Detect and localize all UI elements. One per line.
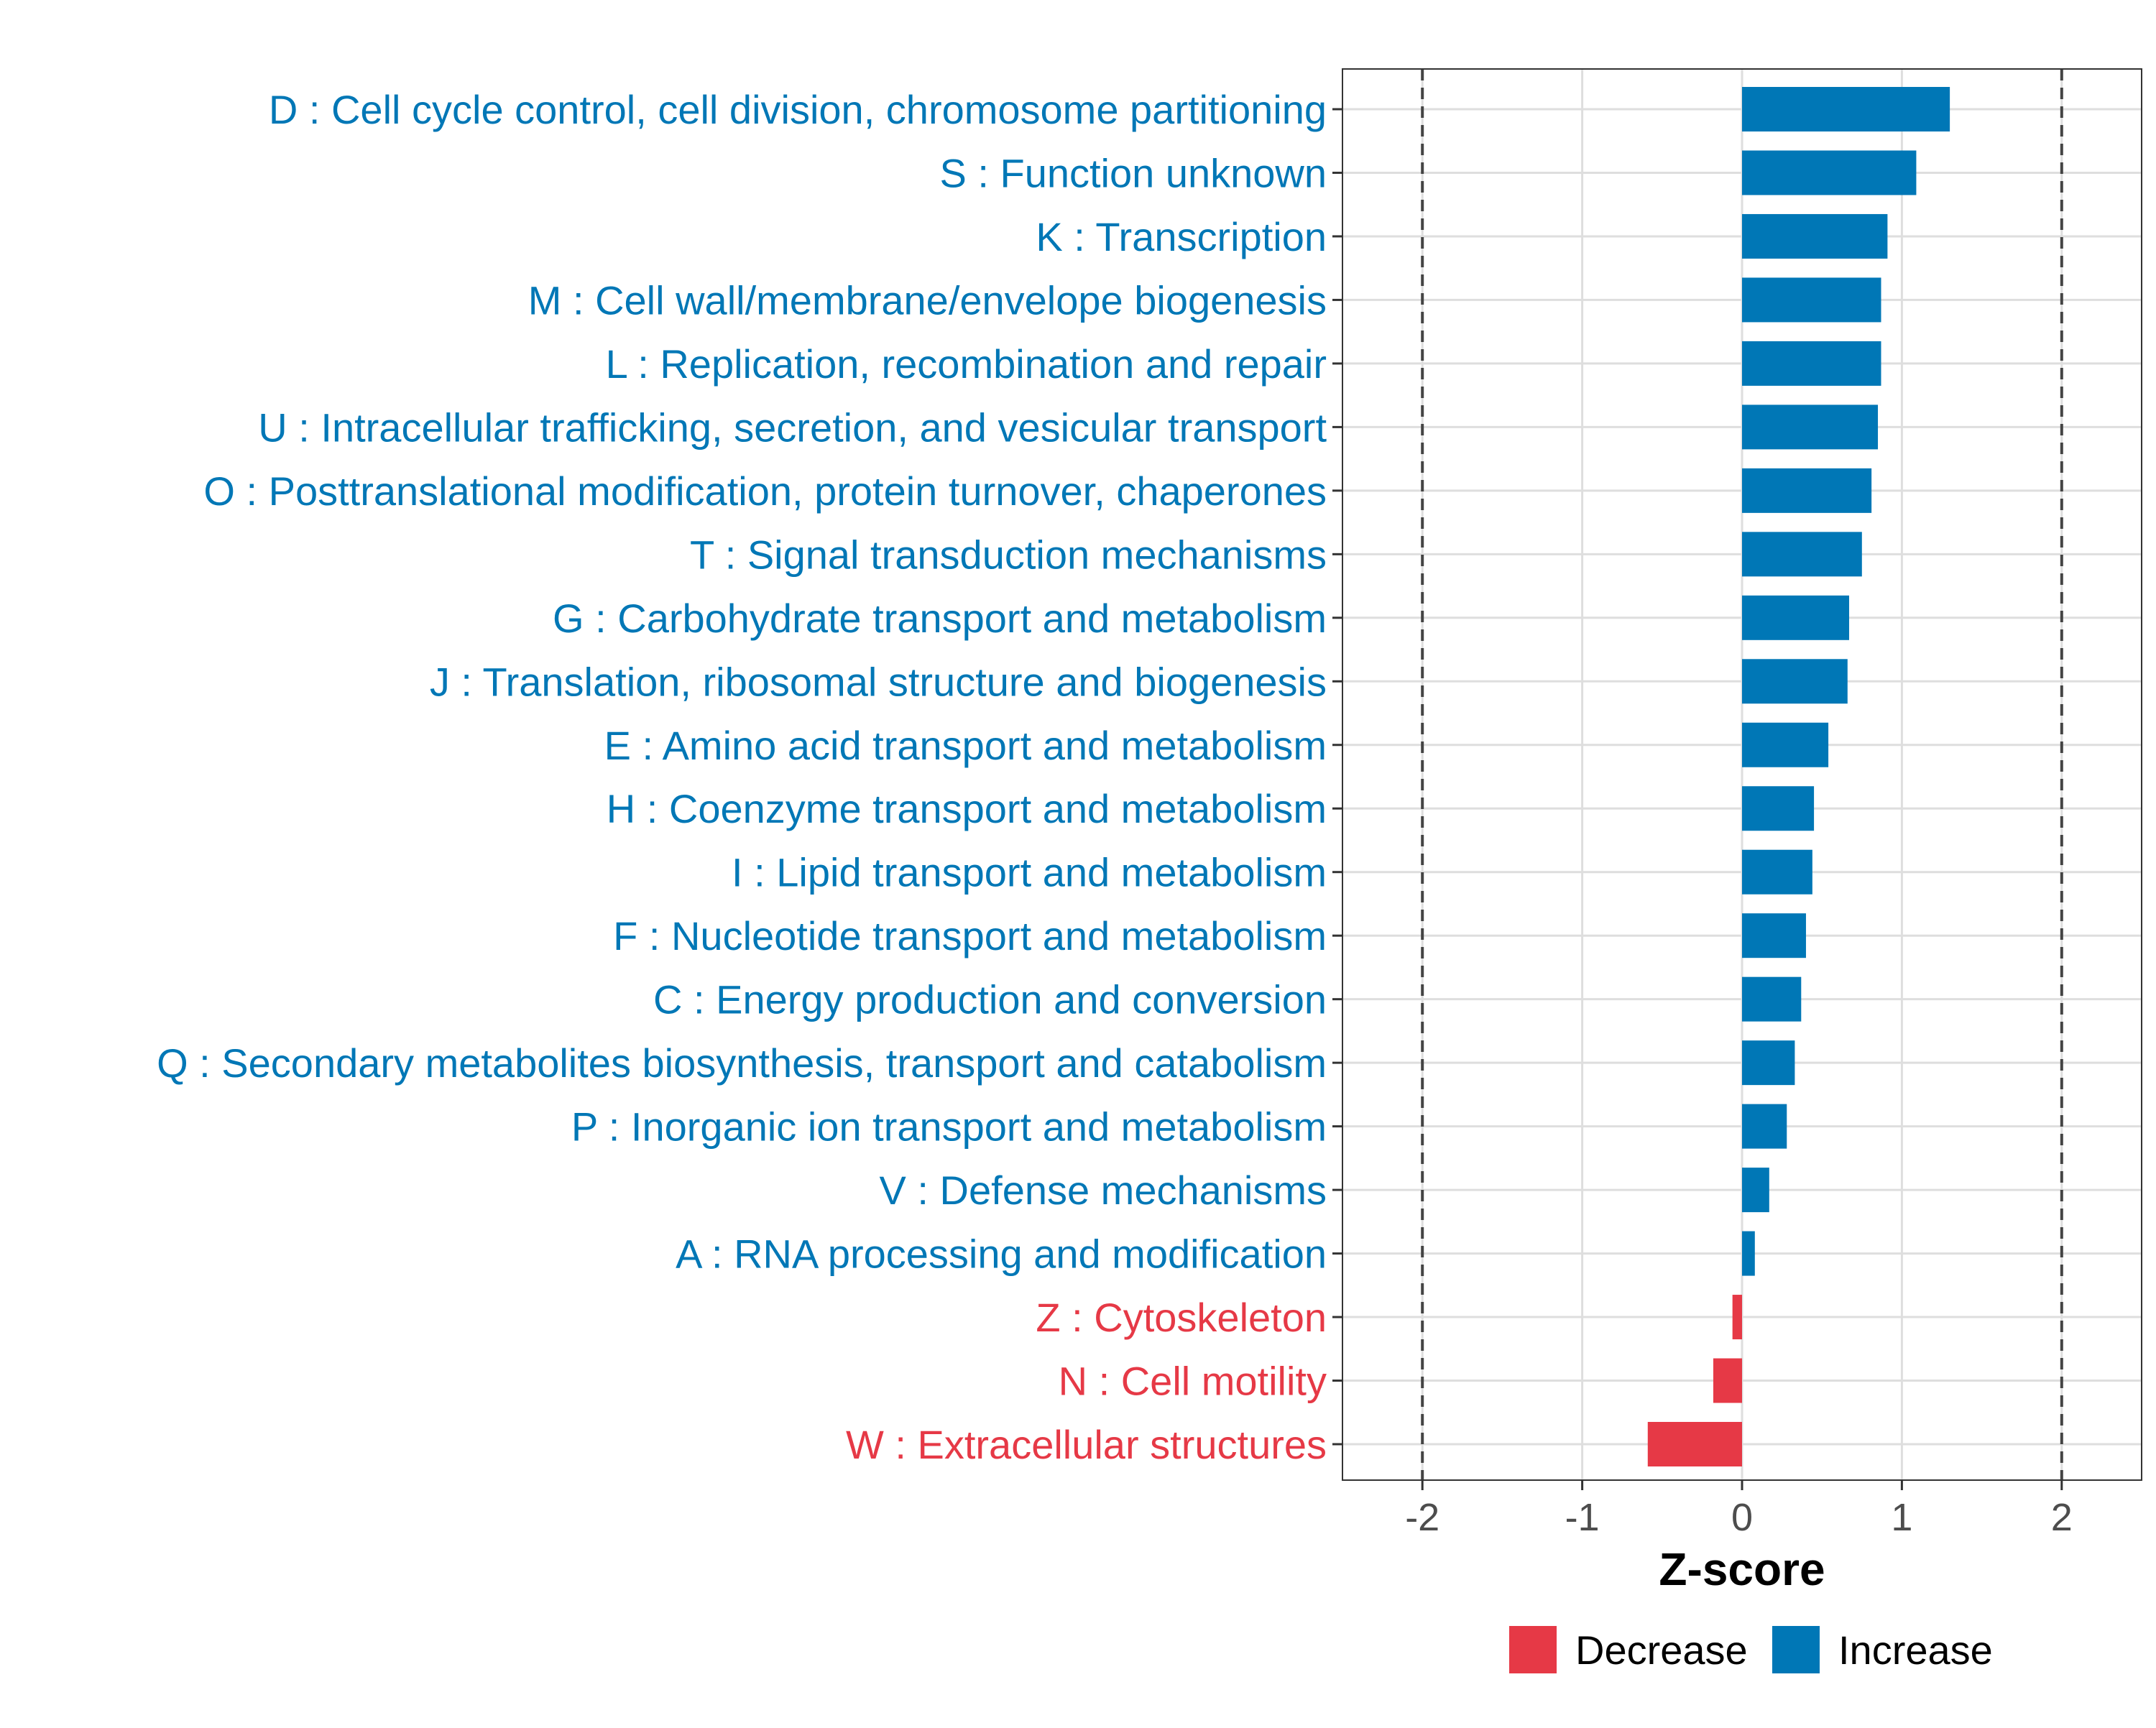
bar bbox=[1742, 1104, 1787, 1149]
category-label: W : Extracellular structures bbox=[846, 1422, 1327, 1467]
category-label: Q : Secondary metabolites biosynthesis, … bbox=[157, 1040, 1327, 1086]
legend: Decrease Increase bbox=[1509, 1626, 1993, 1673]
bar bbox=[1742, 659, 1848, 704]
bar bbox=[1742, 532, 1862, 577]
legend-label: Increase bbox=[1838, 1627, 1993, 1673]
category-label: J : Translation, ribosomal structure and… bbox=[430, 659, 1327, 704]
x-tick-label: 0 bbox=[1731, 1496, 1753, 1539]
category-label: D : Cell cycle control, cell division, c… bbox=[269, 87, 1327, 132]
category-label: I : Lipid transport and metabolism bbox=[732, 850, 1327, 895]
bar bbox=[1647, 1422, 1742, 1466]
x-tick-label: -1 bbox=[1565, 1496, 1600, 1539]
category-labels: D : Cell cycle control, cell division, c… bbox=[157, 87, 1342, 1467]
category-label: O : Posttranslational modification, prot… bbox=[203, 468, 1327, 514]
reference-lines bbox=[1421, 69, 2063, 1480]
bar bbox=[1742, 150, 1917, 195]
category-label: H : Coenzyme transport and metabolism bbox=[607, 786, 1327, 831]
category-label: U : Intracellular trafficking, secretion… bbox=[258, 405, 1327, 450]
bar bbox=[1742, 722, 1829, 767]
bar bbox=[1742, 213, 1888, 259]
bar bbox=[1742, 913, 1806, 958]
category-label: L : Replication, recombination and repai… bbox=[606, 341, 1327, 387]
bar bbox=[1713, 1358, 1742, 1403]
bar bbox=[1732, 1295, 1742, 1340]
legend-label: Decrease bbox=[1575, 1627, 1748, 1673]
category-label: K : Transcription bbox=[1036, 214, 1327, 259]
category-label: T : Signal transduction mechanisms bbox=[690, 532, 1327, 577]
x-axis: -2 -1 0 1 2 bbox=[1405, 1480, 2073, 1539]
legend-swatch bbox=[1509, 1626, 1557, 1673]
bar bbox=[1742, 341, 1881, 386]
x-tick-label: 1 bbox=[1891, 1496, 1912, 1539]
bar bbox=[1742, 405, 1879, 450]
bar bbox=[1742, 849, 1812, 895]
bar bbox=[1742, 786, 1815, 831]
category-label: F : Nucleotide transport and metabolism bbox=[613, 913, 1327, 958]
bar bbox=[1742, 1040, 1795, 1086]
category-label: V : Defense mechanisms bbox=[880, 1168, 1327, 1213]
legend-swatch bbox=[1772, 1626, 1820, 1673]
x-tick-label: 2 bbox=[2051, 1496, 2073, 1539]
bar bbox=[1742, 277, 1881, 323]
category-label: M : Cell wall/membrane/envelope biogenes… bbox=[528, 277, 1327, 323]
bars-layer bbox=[1647, 87, 1950, 1466]
category-label: G : Carbohydrate transport and metabolis… bbox=[553, 596, 1327, 641]
bar bbox=[1742, 1168, 1769, 1213]
x-tick-label: -2 bbox=[1405, 1496, 1439, 1539]
x-axis-title: Z-score bbox=[1659, 1543, 1825, 1595]
category-label: N : Cell motility bbox=[1059, 1359, 1327, 1404]
category-label: P : Inorganic ion transport and metaboli… bbox=[571, 1104, 1327, 1150]
category-label: E : Amino acid transport and metabolism bbox=[604, 723, 1327, 768]
bar bbox=[1742, 595, 1850, 640]
category-label: Z : Cytoskeleton bbox=[1036, 1295, 1327, 1340]
bar bbox=[1742, 976, 1802, 1022]
bar bbox=[1742, 1231, 1755, 1276]
category-label: S : Function unknown bbox=[939, 150, 1327, 195]
bar bbox=[1742, 87, 1950, 131]
bar bbox=[1742, 468, 1872, 513]
category-label: A : RNA processing and modification bbox=[676, 1232, 1327, 1277]
category-label: C : Energy production and conversion bbox=[653, 977, 1327, 1022]
